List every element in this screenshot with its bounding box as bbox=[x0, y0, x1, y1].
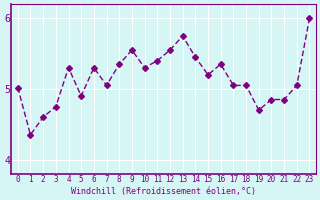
X-axis label: Windchill (Refroidissement éolien,°C): Windchill (Refroidissement éolien,°C) bbox=[71, 187, 256, 196]
